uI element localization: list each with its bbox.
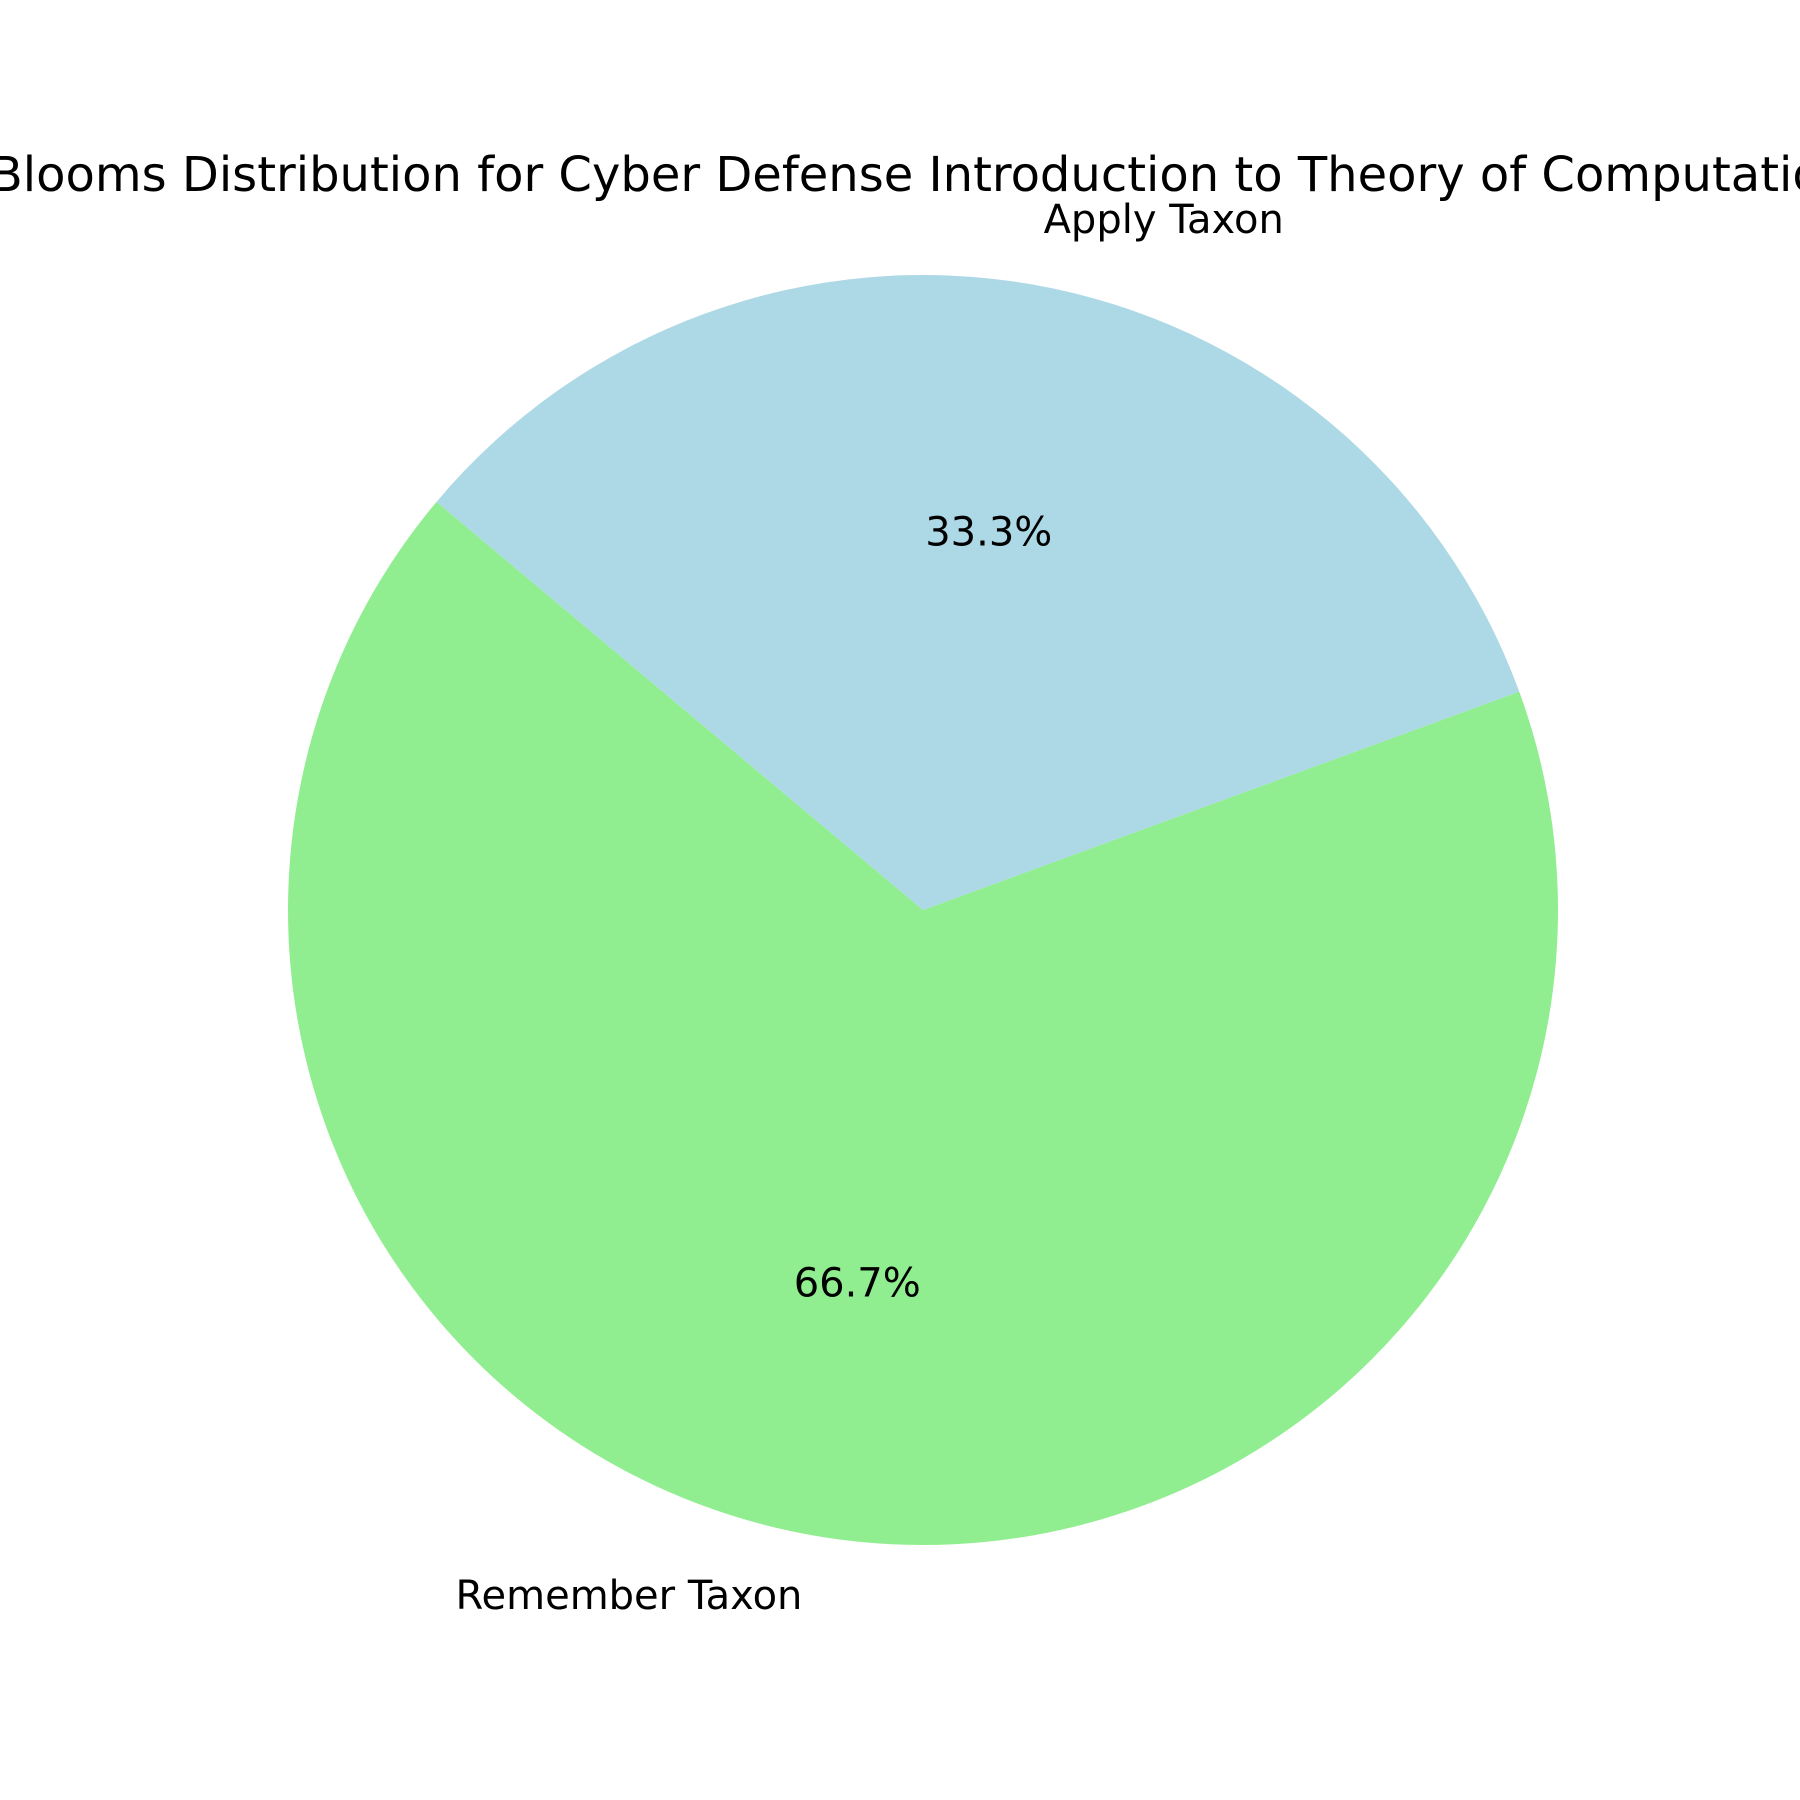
slice-percent-label: 66.7% bbox=[794, 1260, 921, 1306]
pie-slice-remember-taxon bbox=[288, 501, 1559, 1546]
pie-slice-apply-taxon bbox=[436, 274, 1520, 911]
slice-label: Apply Taxon bbox=[1044, 197, 1284, 243]
slice-percent-label: 33.3% bbox=[925, 510, 1052, 556]
pie-slices bbox=[288, 274, 1559, 1546]
slice-label: Remember Taxon bbox=[456, 1573, 803, 1619]
chart-title: Blooms Distribution for Cyber Defense In… bbox=[0, 147, 1800, 203]
pie-labels: Remember Taxon 66.7% Apply Taxon 33.3% bbox=[456, 197, 1284, 1619]
